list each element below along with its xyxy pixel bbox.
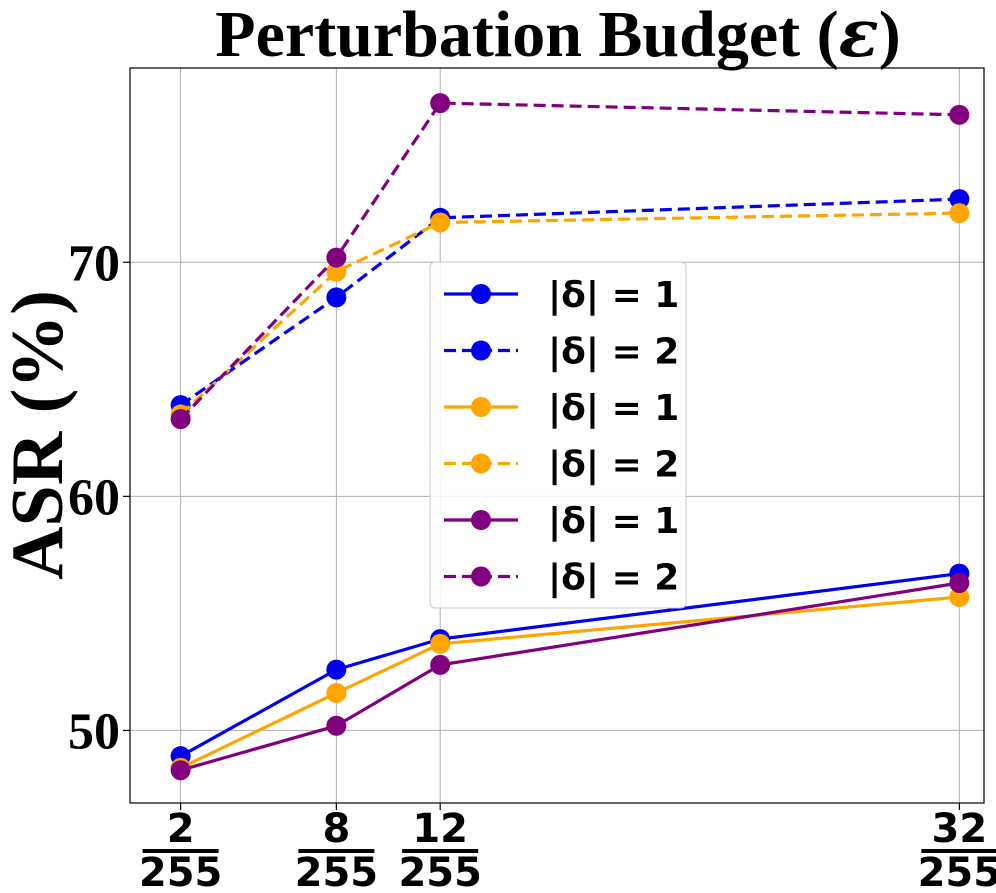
y-tick-label: 70 bbox=[68, 235, 120, 292]
legend-label-3: |δ| = 1 bbox=[548, 388, 679, 429]
x-tick-denominator: 255 bbox=[918, 850, 996, 893]
series-2-point bbox=[949, 189, 970, 210]
y-tick-label: 50 bbox=[68, 703, 120, 760]
series-line-1 bbox=[179, 572, 960, 758]
legend-marker-2 bbox=[471, 340, 491, 361]
legend-label-4: |δ| = 2 bbox=[548, 445, 679, 486]
chart-title: Perturbation Budget (ε) bbox=[215, 0, 900, 72]
series-2-point bbox=[326, 287, 347, 308]
series-5-point bbox=[430, 654, 451, 675]
series-3-point bbox=[326, 682, 347, 703]
legend-label-1: |δ| = 1 bbox=[548, 275, 679, 316]
series-4-point bbox=[949, 203, 970, 224]
series-line-4 bbox=[179, 211, 960, 416]
legend-marker-6 bbox=[471, 566, 491, 587]
y-axis-label: ASR (%) bbox=[0, 290, 79, 580]
legend-label-6: |δ| = 2 bbox=[548, 558, 679, 599]
series-4-point bbox=[326, 261, 347, 282]
series-3-point bbox=[949, 587, 970, 608]
plot-frame bbox=[129, 67, 985, 804]
legend-label-2: |δ| = 2 bbox=[548, 332, 679, 373]
series-layer bbox=[170, 93, 970, 781]
legend-marker-4 bbox=[471, 453, 491, 474]
legend-label-5: |δ| = 1 bbox=[548, 501, 679, 542]
series-5-point bbox=[326, 715, 347, 736]
x-tick-denominator: 255 bbox=[398, 850, 482, 893]
series-4-point bbox=[430, 212, 451, 233]
x-tick-numerator: 12 bbox=[412, 806, 468, 852]
x-tick-numerator: 8 bbox=[322, 806, 350, 852]
series-1-point bbox=[326, 659, 347, 680]
series-6-point bbox=[430, 93, 451, 114]
legend-marker-3 bbox=[471, 397, 491, 417]
series-line-2 bbox=[179, 197, 960, 407]
legend-marker-5 bbox=[471, 510, 491, 530]
x-tick-numerator: 32 bbox=[932, 806, 988, 852]
x-tick-denominator: 255 bbox=[295, 850, 379, 893]
x-tick-denominator: 255 bbox=[139, 850, 223, 893]
series-5-point bbox=[170, 760, 191, 781]
series-6-point bbox=[326, 247, 347, 268]
series-3-point bbox=[430, 633, 451, 654]
series-line-3 bbox=[179, 595, 960, 770]
x-tick-numerator: 2 bbox=[167, 806, 195, 852]
series-5-point bbox=[949, 572, 970, 593]
series-line-6 bbox=[179, 101, 960, 421]
y-tick-label: 60 bbox=[68, 469, 120, 526]
series-6-point bbox=[949, 104, 970, 125]
legend-marker-1 bbox=[471, 284, 491, 304]
series-line-5 bbox=[180, 581, 960, 772]
series-6-point bbox=[170, 409, 191, 430]
legend: |δ| = 1 |δ| = 2 |δ| = 1 |δ| = 2 |δ| = 1 |δ| =… bbox=[429, 261, 687, 609]
